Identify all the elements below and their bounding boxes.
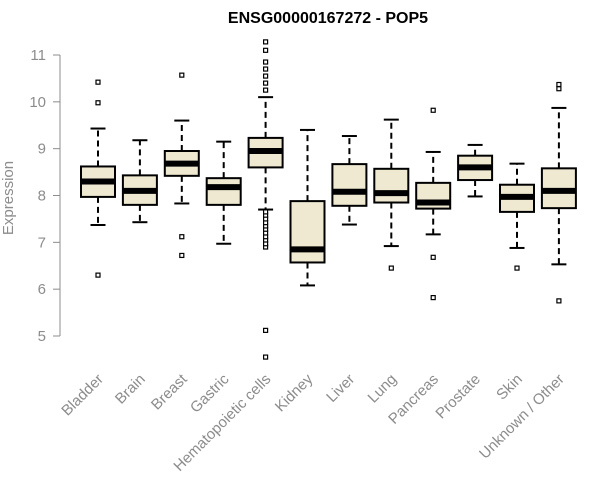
y-tick-label: 5 [38, 328, 46, 345]
outlier-point [263, 66, 269, 72]
outlier-point [263, 209, 269, 215]
box-prostate [457, 143, 494, 198]
outlier-point [430, 107, 436, 113]
outlier-point [179, 72, 185, 78]
outlier-point [514, 265, 520, 271]
x-category-label: Kidney [272, 370, 317, 415]
outlier-point [263, 73, 269, 79]
x-category-label: Breast [148, 370, 191, 413]
outlier-point [388, 265, 394, 271]
box-kidney [289, 128, 326, 287]
outlier-point [556, 86, 562, 92]
outlier-point [263, 354, 269, 360]
box-gastric [205, 140, 242, 245]
iqr-box [373, 167, 410, 204]
x-category-label: Bladder [58, 371, 107, 420]
y-tick-label: 10 [29, 94, 46, 111]
box-hematopoietic-cells [247, 39, 284, 360]
chart-title: ENSG00000167272 - POP5 [228, 10, 428, 27]
y-axis: 5 6 7 8 9 10 11 [29, 47, 61, 345]
box-liver [331, 135, 368, 226]
outlier-point [179, 252, 185, 259]
outlier-point [430, 294, 436, 301]
y-tick-label: 7 [38, 234, 46, 251]
x-category-label: Liver [323, 371, 358, 406]
iqr-box [331, 163, 368, 207]
outlier-point [95, 272, 101, 278]
box-skin [499, 162, 535, 271]
x-category-label: Skin [493, 371, 526, 404]
y-tick-label: 8 [38, 188, 46, 205]
outlier-point [95, 100, 101, 106]
outlier-point [430, 254, 436, 260]
outlier-point [263, 47, 269, 53]
box-breast [163, 72, 200, 259]
box-series [80, 39, 577, 360]
x-category-label: Lung [365, 371, 401, 407]
y-tick-label: 11 [30, 47, 46, 64]
outlier-point [95, 79, 101, 85]
outlier-point [556, 298, 562, 304]
outlier-point [556, 81, 562, 88]
iqr-box [289, 200, 326, 264]
y-tick-label: 6 [38, 281, 46, 298]
y-axis-label: Expression [0, 161, 17, 235]
box-unknown-other [540, 81, 577, 304]
x-category-label: Brain [112, 371, 149, 408]
box-pancreas [415, 107, 452, 301]
outlier-point [263, 39, 269, 45]
box-brain [121, 139, 158, 224]
outlier-point [263, 87, 269, 93]
x-category-label: Prostate [432, 371, 484, 423]
box-bladder [80, 79, 116, 278]
iqr-box [205, 177, 242, 206]
box-lung [373, 118, 410, 271]
outlier-point [179, 234, 185, 240]
y-tick-label: 9 [38, 141, 46, 158]
outlier-point [263, 80, 269, 86]
outlier-point [263, 59, 269, 65]
outlier-point [263, 327, 269, 333]
